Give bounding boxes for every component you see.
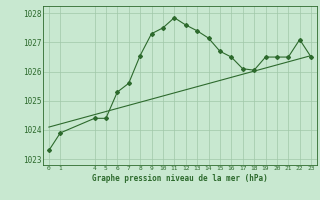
X-axis label: Graphe pression niveau de la mer (hPa): Graphe pression niveau de la mer (hPa) [92,174,268,183]
